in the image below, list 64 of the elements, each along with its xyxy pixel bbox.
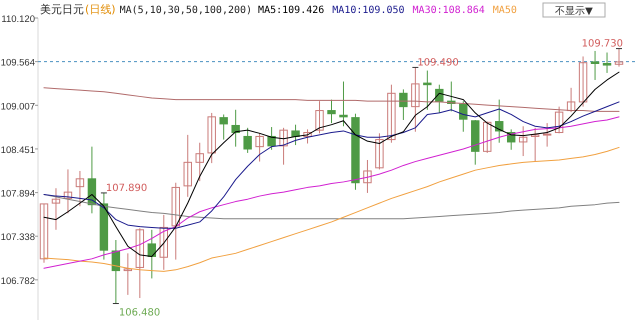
candlestick (387, 84, 396, 144)
line-series (43, 72, 620, 257)
candlestick (435, 84, 444, 114)
line-series (43, 101, 620, 229)
text: MA(5,10,30,50,100,200) (120, 5, 252, 16)
chart-title: 美元日元 (40, 3, 84, 16)
candlestick (76, 170, 84, 207)
candlestick (160, 214, 168, 270)
y-tick-label: 109.564 (0, 58, 35, 69)
y-tick-label: 106.782 (0, 276, 35, 287)
candlestick (578, 56, 588, 108)
candlestick (518, 126, 528, 157)
candlestick (279, 127, 288, 166)
annotation: 106.480 (118, 308, 160, 319)
candlestick (267, 126, 276, 150)
candlestick (136, 228, 144, 299)
candlestick (459, 100, 468, 132)
candlestick (40, 203, 48, 264)
candlestick (64, 168, 72, 214)
candlestick (172, 182, 180, 260)
text: MA50 (492, 5, 517, 16)
candlestick (207, 112, 216, 164)
y-tick-label: 107.894 (0, 188, 35, 200)
chart-subtitle: (日线) (85, 3, 116, 16)
candlestick (148, 229, 156, 279)
candlestick (375, 132, 384, 170)
candlestick (399, 88, 408, 120)
annotation: 109.730 (582, 38, 624, 50)
line-series (43, 146, 620, 272)
candlestick (542, 122, 552, 148)
candlestick (423, 70, 432, 110)
text: MA10:109.050 (332, 5, 405, 16)
candlestick (530, 127, 540, 162)
text: MA5:109.426 (258, 5, 324, 16)
candlestick (602, 52, 612, 74)
candlestick (411, 66, 420, 132)
candlestick (112, 239, 120, 304)
candlestick (196, 142, 204, 182)
candlestick (327, 99, 336, 124)
candlestick (339, 81, 348, 127)
candlestick (184, 134, 192, 198)
candlestick (566, 87, 576, 113)
candlestick (231, 109, 240, 148)
annotation: 107.890 (106, 182, 148, 194)
candlestick (363, 159, 372, 194)
text: 不显示▼ (555, 6, 594, 17)
annotation: 109.490 (417, 57, 459, 68)
candlestick (255, 132, 264, 162)
candlestick (124, 252, 132, 296)
candlestick (219, 114, 228, 140)
y-tick-label: 110.120 (1, 14, 35, 25)
candlestick (614, 48, 624, 68)
text: MA30:108.864 (412, 5, 485, 16)
candlestick (483, 121, 492, 154)
candlestick (495, 99, 504, 144)
y-tick-label: 107.338 (0, 232, 35, 244)
y-tick-label: 108.451 (0, 144, 35, 156)
candlestick (554, 106, 564, 134)
y-tick-label: 109.007 (0, 101, 35, 112)
candlestick (243, 127, 252, 154)
candlestick (303, 128, 312, 144)
candlestick (590, 50, 600, 80)
candlestick (315, 100, 324, 134)
candlestick (52, 188, 60, 230)
